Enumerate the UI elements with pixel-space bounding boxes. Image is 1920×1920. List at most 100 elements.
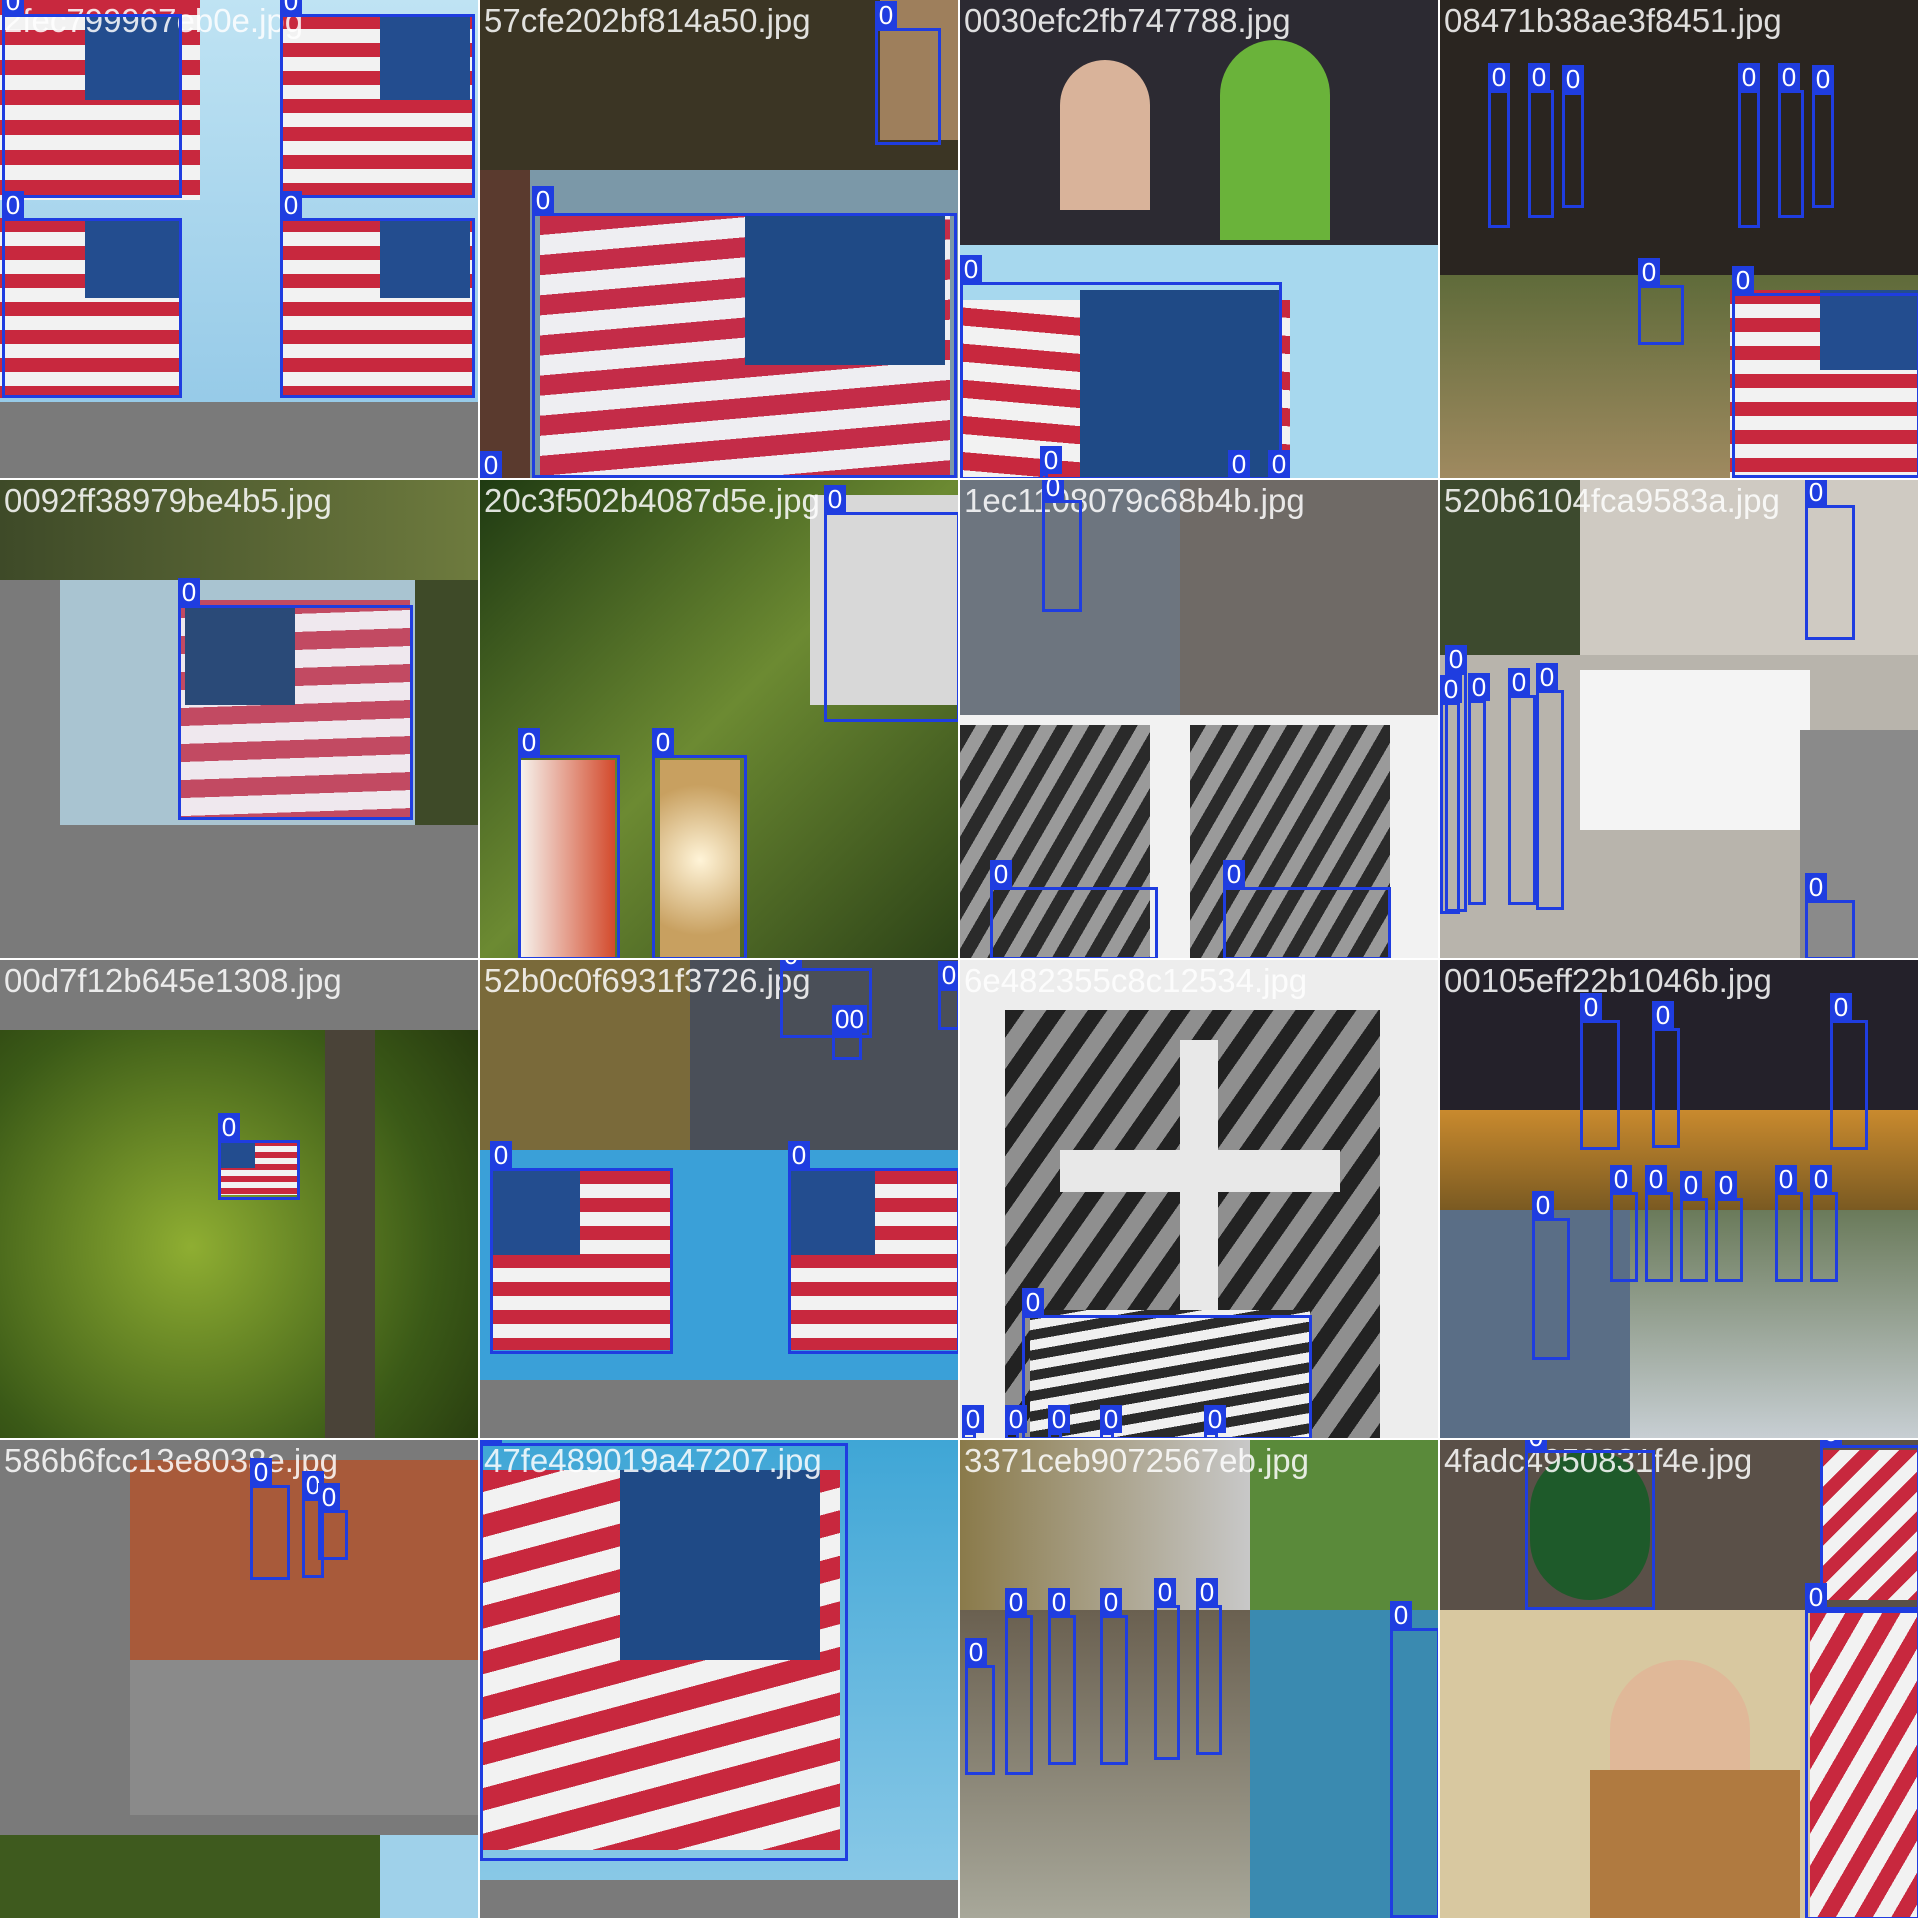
box-label: 0 [250,1458,272,1486]
box-label: 0 [875,1,897,29]
bounding-box: 0 [1525,1440,1655,1610]
box-label: 0 [1525,1440,1547,1451]
bounding-box: 0 [1778,63,1804,218]
box-label: 00 [832,1005,867,1033]
bounding-box: 0 [1488,63,1510,228]
image-tile[interactable]: 47fe489019a47207.jpg 0 [480,1440,960,1920]
box-label: 0 [1812,65,1834,93]
box-label: 0 [1830,993,1852,1021]
box-label: 0 [965,1638,987,1666]
box-label: 0 [1005,1588,1027,1616]
box-label: 0 [1440,675,1462,703]
bounding-box: 0 [518,728,620,958]
box-label: 0 [1468,673,1490,701]
box-label: 0 [1042,480,1064,501]
image-tile[interactable]: 57cfe202bf814a50.jpg 0 0 0 [480,0,960,480]
bounding-box: 0 [1154,1578,1180,1760]
box-label: 0 [480,1440,502,1444]
bounding-box: 0 [1042,480,1082,612]
image-tile[interactable]: 586b6fcc13e8038e.jpg 0 0 0 [0,1440,480,1920]
bounding-box: 0 [1680,1171,1708,1282]
box-label: 0 [218,1113,240,1141]
box-label: 0 [1732,266,1754,294]
image-tile[interactable]: 0092ff38979be4b5.jpg 0 [0,480,480,960]
image-tile[interactable]: 20c3f502b4087d5e.jpg 0 0 0 [480,480,960,960]
box-label: 0 [1445,645,1467,673]
box-label: 0 [1228,450,1250,478]
bounding-box: 0 [1820,1440,1918,1610]
bounding-box: 0 [2,0,182,198]
bounding-box: 0 [280,191,475,398]
bounding-box: 0 [1738,63,1760,228]
box-label: 0 [1528,63,1550,91]
bounding-box: 0 [875,1,941,145]
box-label: 0 [780,960,802,969]
image-tile[interactable]: 00d7f12b645e1308.jpg 0 [0,960,480,1440]
tile-image [0,1440,478,1918]
tile-image [480,0,958,478]
bounding-box: 0 [1805,873,1855,958]
bounding-box: 0 [1048,1588,1076,1765]
box-label: 0 [2,0,24,15]
box-label: 0 [1805,480,1827,506]
bounding-box: 0 [1100,1588,1128,1765]
bounding-box: 0 [280,0,475,198]
image-tile[interactable]: 520b6104fca9583a.jpg 0 0 0 0 0 0 0 [1440,480,1920,960]
bounding-box: 0 [1580,993,1620,1150]
bounding-box: 0 [1268,450,1290,478]
bounding-box: 0 [480,1440,848,1861]
bounding-box: 0 [1005,1588,1033,1775]
bounding-box: 0 [1040,446,1062,478]
image-tile[interactable]: 2fec799967eb0e.jpg 0 0 0 0 [0,0,480,480]
box-label: 0 [1268,450,1290,478]
bounding-box: 0 [1830,993,1868,1150]
box-label: 0 [1562,65,1584,93]
image-tile[interactable]: 4fadc4950831f4e.jpg 0 0 0 [1440,1440,1920,1920]
box-label: 0 [1738,63,1760,91]
box-label: 0 [1154,1578,1176,1606]
box-label: 0 [1715,1171,1737,1199]
image-tile[interactable]: 1ec1108079c68b4b.jpg 0 0 0 [960,480,1440,960]
bounding-box: 0 [1810,1165,1838,1282]
bounding-box: 0 [1390,1601,1438,1918]
box-label: 0 [480,451,502,478]
box-label: 0 [532,186,554,214]
image-tile[interactable]: 3371ceb9072567eb.jpg 0 0 0 0 0 0 0 [960,1440,1440,1920]
box-label: 0 [1536,663,1558,691]
bounding-box: 0 [1536,663,1564,910]
box-label: 0 [1508,668,1530,696]
bounding-box: 0 [1562,65,1584,208]
bounding-box: 0 [1048,1405,1070,1438]
box-label: 0 [962,1405,984,1433]
bounding-box: 0 [1805,480,1855,640]
box-label: 0 [1005,1405,1027,1433]
box-label: 0 [1805,1583,1827,1611]
box-label: 0 [280,191,302,219]
image-tile[interactable]: 08471b38ae3f8451.jpg 0 0 0 0 0 0 0 0 [1440,0,1920,480]
box-label: 0 [960,255,982,283]
box-label: 0 [1488,63,1510,91]
box-label: 0 [990,860,1012,888]
tile-image [960,960,1438,1438]
bounding-box: 0 [1812,65,1834,208]
bounding-box: 0 [1445,645,1467,912]
box-label: 0 [938,961,958,989]
image-tile[interactable]: 6e482355c8c12534.jpg 0 0 0 0 0 0 [960,960,1440,1440]
image-tile[interactable]: 52b0c0f6931f3726.jpg 0 00 0 0 0 [480,960,960,1440]
tile-image [960,0,1438,478]
image-tile[interactable]: 00105eff22b1046b.jpg 0 0 0 0 0 0 0 0 0 0 [1440,960,1920,1440]
tile-image [480,960,958,1438]
box-label: 0 [1100,1405,1122,1433]
box-label: 0 [280,0,302,15]
box-label: 0 [1775,1165,1797,1193]
box-label: 0 [1223,860,1245,888]
box-label: 0 [1810,1165,1832,1193]
bounding-box: 0 [938,961,958,1030]
tile-image [1440,0,1918,478]
box-label: 0 [178,578,200,606]
bounding-box: 0 [532,186,957,478]
image-tile[interactable]: 0030efc2fb747788.jpg 0 0 0 0 [960,0,1440,480]
tile-image [0,0,478,478]
bounding-box: 0 [1022,1288,1312,1438]
